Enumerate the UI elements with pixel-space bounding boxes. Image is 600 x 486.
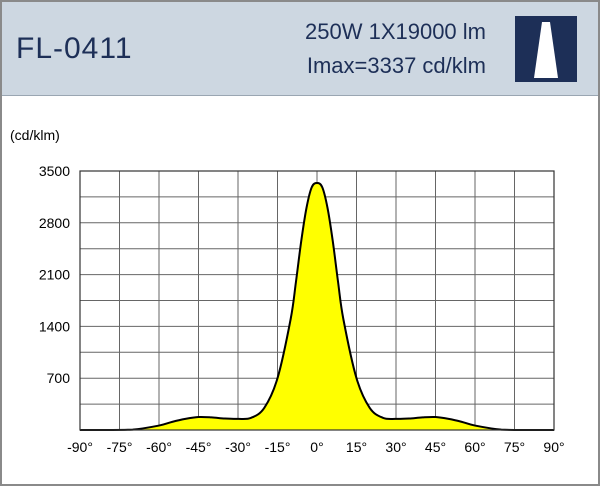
x-tick-label: -75° (107, 439, 133, 455)
x-tick-label: -15° (265, 439, 291, 455)
y-axis-ticks: 700 1400 2100 2800 3500 (39, 163, 70, 386)
y-tick-label: 700 (47, 370, 71, 386)
x-axis-ticks: -90° -75° -60° -45° -30° -15° 0° 15° 30° 45° 60° 75… (67, 439, 565, 455)
plot-area-border (79, 170, 555, 431)
light-distribution-curve (79, 182, 554, 432)
y-tick-label: 1400 (39, 318, 70, 334)
power-lumen-spec: 250W 1X19000 lm (305, 19, 486, 44)
x-tick-label: -90° (67, 439, 93, 455)
y-axis-unit-label: (cd/klm) (10, 127, 60, 143)
x-tick-label: -45° (186, 439, 212, 455)
y-tick-label: 2100 (39, 267, 70, 283)
curve-fill-area (80, 183, 554, 430)
x-tick-label: -60° (146, 439, 172, 455)
x-tick-label: 30° (385, 439, 406, 455)
x-tick-label: 0° (310, 439, 323, 455)
imax-spec: Imax=3337 cd/klm (306, 53, 486, 78)
x-tick-label: 15° (346, 439, 367, 455)
curve-line (79, 182, 554, 432)
intensity-distribution-chart: (cd/klm) 700 1400 2100 2800 3500 -90° -75° -60… (10, 127, 565, 455)
x-tick-label: 45° (425, 439, 446, 455)
x-tick-label: 60° (464, 439, 485, 455)
lamp-beam-logo-icon (515, 16, 577, 82)
plot-border (79, 170, 555, 431)
model-number: FL-0411 (16, 32, 133, 65)
y-tick-label: 3500 (39, 163, 70, 179)
x-tick-label: -30° (225, 439, 251, 455)
x-tick-label: 75° (504, 439, 525, 455)
x-tick-label: 90° (543, 439, 564, 455)
header-banner: FL-0411 250W 1X19000 lm Imax=3337 cd/klm (2, 2, 598, 96)
y-tick-label: 2800 (39, 215, 70, 231)
